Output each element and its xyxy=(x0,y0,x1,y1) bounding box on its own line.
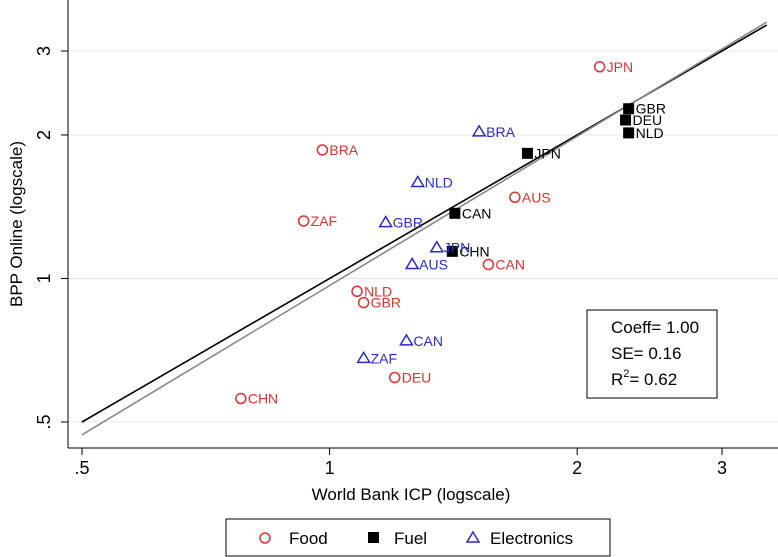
point-label: GBR xyxy=(393,215,423,231)
point-label: ZAF xyxy=(311,213,337,229)
point-label: JPN xyxy=(444,240,470,256)
point-label: GBR xyxy=(636,101,666,117)
point-label: CAN xyxy=(413,333,443,349)
point-label: CHN xyxy=(248,391,278,407)
x-tick-label: 1 xyxy=(325,458,335,478)
x-tick-label: 3 xyxy=(717,458,727,478)
point-fuel-gbr xyxy=(623,103,635,115)
point-label: NLD xyxy=(425,174,453,190)
point-food-zaf xyxy=(297,215,310,227)
y-axis-title: BPP Online (logscale) xyxy=(7,141,26,307)
axis-ticks: .5 1 2 3 .5 1 2 3 xyxy=(34,46,727,478)
point-label: NLD xyxy=(364,283,392,299)
point-label: BRA xyxy=(486,124,515,140)
point-electronics-nld xyxy=(410,174,426,188)
gridlines xyxy=(68,50,778,423)
point-label: CHN xyxy=(459,243,489,259)
point-label: CAN xyxy=(495,256,525,272)
point-fuel-chn xyxy=(446,245,458,257)
legend-frame xyxy=(225,518,611,557)
point-electronics-gbr xyxy=(378,215,393,228)
se-text: SE= 0.16 xyxy=(611,344,681,363)
point-food-can xyxy=(482,258,495,271)
stats-box-frame xyxy=(586,309,718,399)
legend-electronics-marker xyxy=(465,530,481,543)
x-tick-label: 2 xyxy=(572,458,582,478)
legend-food-marker xyxy=(259,532,271,544)
r2-prefix: R xyxy=(611,370,623,389)
point-electronics-can xyxy=(399,333,414,346)
point-fuel-jpn xyxy=(521,147,533,159)
point-food-jpn xyxy=(593,61,606,73)
y-tick-label: .5 xyxy=(34,414,54,429)
point-electronics-zaf xyxy=(356,350,371,364)
point-label: CAN xyxy=(462,205,492,221)
x-axis-title: World Bank ICP (logscale) xyxy=(312,485,511,504)
y-tick-label: 1 xyxy=(34,273,54,283)
r2-superscript: 2 xyxy=(623,368,629,380)
point-food-nld xyxy=(351,285,363,298)
point-electronics-jpn xyxy=(429,240,445,253)
data-points: JPNBRAAUSZAFCANNLDGBRDEUCHNGBRDEUNLDJPNC… xyxy=(235,59,666,407)
point-label: GBR xyxy=(371,295,401,311)
fit-lines xyxy=(81,21,768,436)
point-fuel-deu xyxy=(620,114,632,126)
fit-line xyxy=(81,21,768,436)
y-tick-label: 3 xyxy=(34,46,54,56)
point-food-deu xyxy=(388,371,401,384)
x-tick-label: .5 xyxy=(74,458,89,478)
point-label: AUS xyxy=(522,189,551,205)
point-label: AUS xyxy=(419,256,448,272)
point-electronics-aus xyxy=(404,257,420,270)
legend: Food Fuel Electronics xyxy=(225,518,611,557)
point-electronics-bra xyxy=(471,124,487,137)
point-fuel-can xyxy=(449,207,461,219)
point-food-bra xyxy=(316,144,329,156)
point-label: DEU xyxy=(633,112,663,128)
point-label: DEU xyxy=(402,369,432,385)
point-label: NLD xyxy=(636,125,664,141)
point-label: JPN xyxy=(607,59,633,75)
legend-fuel-marker xyxy=(368,532,379,543)
y-tick-label: 2 xyxy=(34,130,54,140)
coeff-text: Coeff= 1.00 xyxy=(611,318,699,337)
legend-electronics-label: Electronics xyxy=(490,529,573,548)
stats-box: Coeff= 1.00 SE= 0.16 R2= 0.62 xyxy=(586,309,718,399)
point-food-chn xyxy=(235,392,247,405)
legend-food-label: Food xyxy=(289,529,328,548)
point-fuel-nld xyxy=(623,127,635,139)
r2-text: R2= 0.62 xyxy=(611,368,677,389)
point-food-aus xyxy=(509,191,521,204)
point-label: ZAF xyxy=(371,350,397,366)
point-label: BRA xyxy=(329,142,358,158)
r2-suffix: = 0.62 xyxy=(629,370,677,389)
legend-fuel-label: Fuel xyxy=(394,529,427,548)
point-label: JPN xyxy=(534,145,560,161)
point-food-gbr xyxy=(357,296,370,309)
